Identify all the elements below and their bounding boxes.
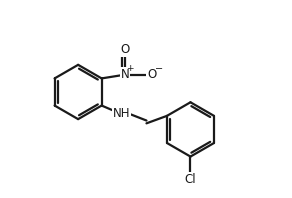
Text: NH: NH [112, 108, 130, 120]
Text: −: − [155, 64, 163, 74]
Text: O: O [147, 68, 156, 81]
Text: Cl: Cl [185, 172, 196, 186]
Text: N: N [121, 68, 129, 81]
Text: O: O [120, 43, 130, 56]
Text: +: + [126, 64, 134, 73]
